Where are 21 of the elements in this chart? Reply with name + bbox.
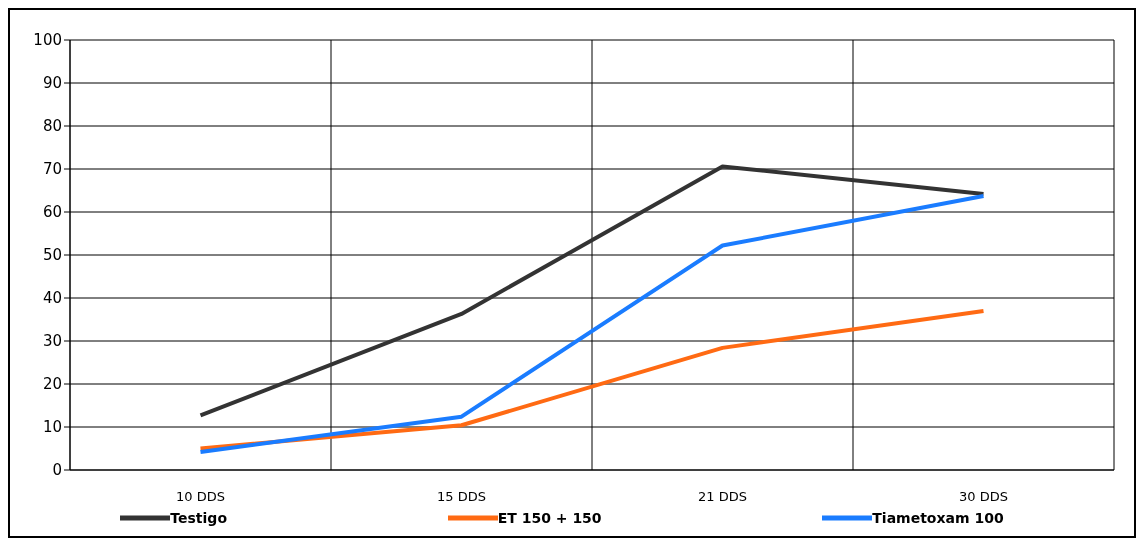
line-series bbox=[198, 308, 986, 451]
y-tick-label: 0 bbox=[52, 461, 62, 480]
y-tick-label: 90 bbox=[42, 74, 62, 93]
y-tick-label: 30 bbox=[42, 332, 62, 351]
y-tick-label: 50 bbox=[42, 246, 62, 265]
legend-label: Testigo bbox=[170, 510, 227, 526]
line-series bbox=[198, 164, 986, 418]
legend-label: Tiametoxam 100 bbox=[872, 510, 1004, 526]
y-tick-label: 100 bbox=[33, 31, 62, 50]
y-tick-label: 10 bbox=[42, 418, 62, 437]
y-tick-label: 40 bbox=[42, 289, 62, 308]
y-tick-label: 20 bbox=[42, 375, 62, 394]
x-tick-label: 15 DDS bbox=[437, 489, 486, 505]
y-tick-label: 60 bbox=[42, 203, 62, 222]
legend-label: ET 150 + 150 bbox=[497, 510, 602, 526]
line-series bbox=[198, 194, 986, 454]
y-tick-label: 70 bbox=[42, 160, 62, 179]
x-tick-label: 21 DDS bbox=[698, 489, 747, 505]
x-tick-label: 30 DDS bbox=[959, 489, 1008, 505]
y-tick-label: 80 bbox=[42, 117, 62, 136]
x-tick-label: 10 DDS bbox=[176, 489, 225, 505]
